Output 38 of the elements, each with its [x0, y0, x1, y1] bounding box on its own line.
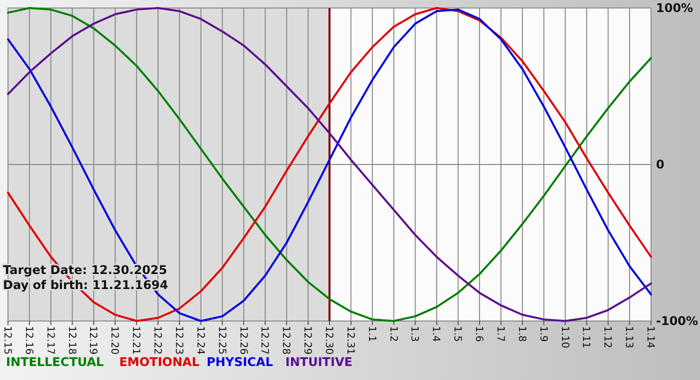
x-tick-label: 12.18	[66, 326, 77, 355]
x-tick-label: 12.25	[216, 326, 227, 355]
y-tick-label: 100%	[656, 1, 694, 16]
x-tick-label: 12.19	[87, 326, 98, 355]
x-tick-label: 1.8	[516, 326, 527, 342]
text: INTELLECTUAL	[6, 355, 104, 369]
x-tick-label: 12.26	[237, 326, 248, 355]
text: INTUITIVE	[285, 355, 352, 369]
x-tick-label: 1.10	[558, 326, 570, 348]
y-tick-label: 0	[656, 158, 664, 172]
y-tick-label: -100%	[656, 314, 698, 328]
x-tick-label: 1.2	[387, 326, 398, 342]
x-tick-label: 1.13	[623, 326, 634, 348]
x-tick-label: 12.21	[130, 326, 142, 355]
x-tick-label: 12.22	[152, 326, 163, 355]
x-tick-label: 1.14	[644, 326, 656, 348]
x-tick-label: 1.9	[537, 326, 548, 342]
x-tick-label: 1.7	[494, 326, 506, 342]
x-tick-label: 12.30	[323, 326, 334, 355]
x-tick-label: 12.31	[344, 326, 356, 355]
x-tick-label: 12.16	[22, 326, 34, 355]
x-tick-label: 12.24	[194, 326, 206, 355]
text: PHYSICAL	[206, 355, 274, 369]
x-tick-label: 1.5	[452, 326, 463, 342]
x-tick-label: 1.11	[580, 326, 592, 348]
x-tick-label: 12.23	[172, 326, 184, 355]
x-tick-label: 12.28	[280, 326, 292, 355]
x-tick-label: 1.4	[430, 326, 442, 342]
x-tick-label: 12.17	[44, 326, 56, 355]
x-tick-label: 1.6	[473, 326, 484, 342]
x-tick-label: 12.15	[2, 326, 12, 355]
x-tick-label: 12.27	[258, 326, 270, 355]
x-tick-label: 12.29	[302, 326, 313, 355]
x-tick-label: 12.20	[108, 326, 120, 355]
x-tick-label: 1.12	[602, 326, 613, 348]
x-tick-label: 1.1	[366, 326, 377, 342]
x-tick-label: 1.3	[408, 326, 420, 342]
text: EMOTIONAL	[119, 355, 200, 369]
